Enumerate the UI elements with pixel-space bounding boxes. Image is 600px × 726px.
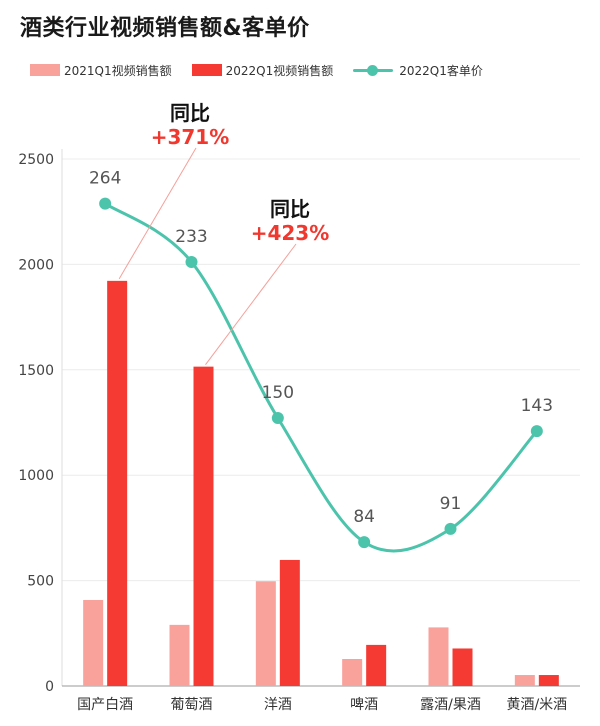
data-label-2022-price: 264 (89, 169, 121, 189)
chart-title: 酒类行业视频销售额&客单价 (20, 16, 310, 41)
point-2022-price (358, 536, 371, 549)
x-tick-label: 黄酒/米酒 (506, 696, 567, 713)
legend-label-2022-sales: 2022Q1视频销售额 (225, 63, 334, 78)
bar-2021 (428, 627, 449, 686)
bar-2021 (342, 659, 363, 686)
annotation-title: 同比 (270, 197, 310, 221)
bar-2022 (107, 280, 128, 686)
annotation-leader (118, 147, 197, 280)
legend-item-2022-price[interactable]: 2022Q1客单价 (353, 62, 483, 79)
bar-2022 (366, 644, 387, 686)
bar-2022 (538, 675, 559, 686)
legend: 2021Q1视频销售额 2022Q1视频销售额 2022Q1客单价 (30, 61, 503, 79)
point-2022-price (271, 412, 284, 424)
annotation-title: 同比 (170, 101, 210, 125)
bar-2021 (83, 599, 104, 686)
x-tick-label: 啤酒 (350, 697, 378, 713)
data-label-2022-price: 91 (440, 494, 462, 514)
y-tick-label: 1000 (18, 468, 54, 484)
x-tick-label: 露酒/果酒 (420, 697, 481, 713)
legend-label-2021-sales: 2021Q1视频销售额 (64, 63, 172, 78)
y-tick-label: 0 (45, 679, 54, 695)
annotation-leader (205, 243, 297, 365)
legend-label-2022-price: 2022Q1客单价 (399, 63, 483, 78)
annotation-value: +371% (151, 125, 230, 149)
bar-2022 (452, 648, 473, 686)
y-tick-label: 2500 (18, 152, 54, 168)
y-tick-label: 1500 (18, 363, 54, 379)
bar-2021 (255, 581, 276, 686)
data-label-2022-price: 84 (353, 507, 375, 527)
annotation-value: +423% (251, 221, 330, 245)
legend-swatch-2021-sales (30, 64, 60, 76)
x-tick-label: 洋酒 (264, 697, 292, 713)
bar-2021 (169, 624, 190, 686)
point-2022-price (444, 522, 457, 535)
legend-item-2021-sales[interactable]: 2021Q1视频销售额 (30, 62, 172, 79)
legend-item-2022-sales[interactable]: 2022Q1视频销售额 (191, 62, 334, 79)
x-tick-label: 国产白酒 (77, 697, 133, 713)
data-label-2022-price: 143 (521, 396, 553, 416)
point-2022-price (99, 197, 112, 210)
data-label-2022-price: 150 (262, 383, 294, 403)
point-2022-price (530, 425, 543, 438)
x-tick-label: 葡萄酒 (171, 697, 213, 713)
bar-2022 (279, 559, 300, 686)
y-tick-label: 500 (27, 574, 54, 590)
bar-2021 (514, 675, 535, 686)
legend-swatch-2022-price (353, 64, 394, 76)
legend-swatch-2022-sales (191, 64, 222, 76)
point-2022-price (185, 255, 198, 268)
data-label-2022-price: 233 (175, 227, 207, 247)
y-tick-label: 2000 (18, 257, 54, 273)
bar-2022 (193, 366, 214, 686)
line-2022-price (104, 202, 538, 553)
